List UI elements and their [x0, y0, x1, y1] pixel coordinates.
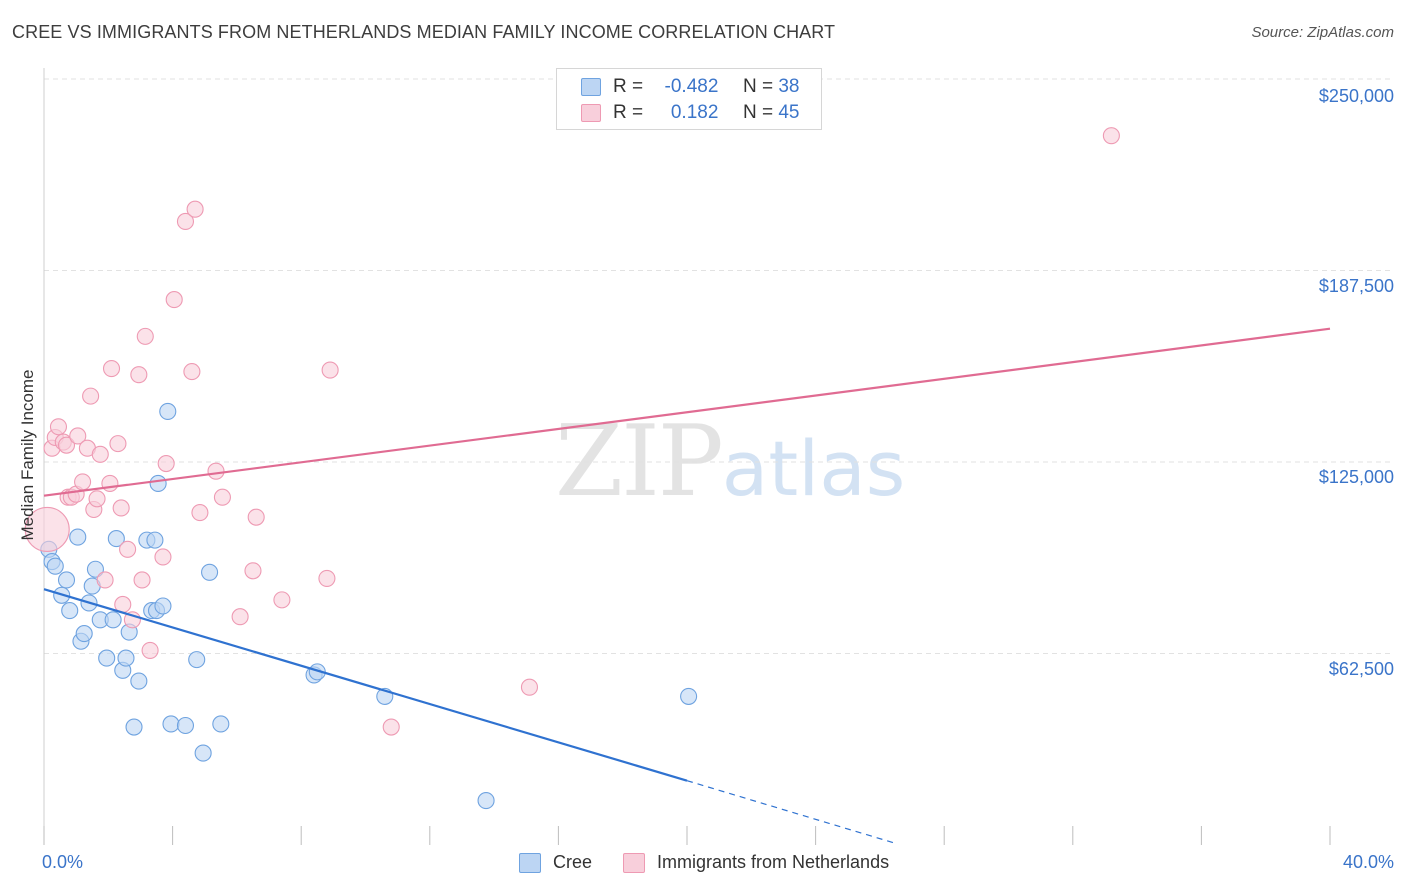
- netherlands-point: [24, 506, 70, 552]
- netherlands-point: [186, 200, 204, 218]
- cree-point: [146, 531, 164, 549]
- cree-point: [212, 715, 230, 733]
- netherlands-point: [273, 591, 291, 609]
- netherlands-point: [213, 488, 231, 506]
- netherlands-point: [136, 327, 154, 345]
- legend-r-label: R =: [613, 102, 644, 123]
- netherlands-point: [207, 462, 225, 480]
- netherlands-point: [176, 212, 195, 231]
- netherlands-point: [318, 569, 336, 587]
- netherlands-point: [183, 363, 201, 381]
- netherlands-point: [101, 474, 119, 492]
- watermark: ZIPatlas: [555, 405, 905, 519]
- legend-netherlands-n: 45: [778, 102, 800, 123]
- cree-point: [194, 744, 212, 762]
- cree-point: [98, 649, 116, 667]
- bottom-legend-swatch-cree: [519, 853, 541, 873]
- netherlands-point: [244, 562, 262, 580]
- cree-point: [46, 557, 64, 575]
- cree-point: [477, 792, 495, 810]
- netherlands-point: [102, 359, 121, 378]
- netherlands-point: [57, 436, 76, 454]
- legend-n-label: N =: [742, 76, 774, 97]
- cree-point: [130, 672, 148, 690]
- y-tick-label-125000: $125,000: [1318, 467, 1394, 487]
- legend-cree-r: -0.482: [664, 76, 719, 97]
- cree-point: [162, 715, 180, 733]
- netherlands-point: [112, 499, 130, 517]
- legend-cree-n: 38: [778, 76, 800, 97]
- cree-point: [107, 530, 125, 548]
- netherlands-trend-line: [43, 327, 1331, 497]
- cree-point: [57, 571, 76, 589]
- x-tick-label-max: 40.0%: [1342, 852, 1394, 872]
- cree-point: [149, 474, 167, 492]
- cree-point: [154, 597, 172, 615]
- cree-point: [75, 625, 93, 643]
- bottom-legend-swatch-netherlands: [623, 853, 645, 873]
- netherlands-point: [191, 504, 209, 522]
- bottom-legend-label-cree: Cree: [553, 852, 593, 872]
- watermark-atlas: atlas: [721, 424, 906, 513]
- cree-point: [176, 716, 195, 735]
- cree-point: [104, 611, 122, 629]
- netherlands-point: [231, 608, 249, 626]
- netherlands-point: [165, 291, 183, 309]
- cree-point: [125, 718, 143, 736]
- cree-trend-line: [43, 588, 688, 782]
- legend-r-label: R =: [613, 76, 644, 97]
- y-axis-label: Median Family Income: [18, 369, 37, 541]
- netherlands-point: [133, 571, 151, 589]
- cree-point: [69, 528, 87, 546]
- legend-swatch-cree: [581, 78, 601, 96]
- netherlands-point: [247, 508, 265, 526]
- netherlands-point: [1102, 127, 1120, 145]
- netherlands-point: [96, 571, 114, 589]
- netherlands-point: [382, 718, 400, 736]
- source-label: Source: ZipAtlas.com: [1251, 24, 1394, 41]
- netherlands-point: [157, 454, 175, 473]
- netherlands-point: [74, 473, 92, 491]
- cree-point: [159, 402, 177, 420]
- cree-point: [680, 687, 698, 705]
- cree-point: [201, 563, 219, 581]
- y-tick-label-62500: $62,500: [1328, 659, 1394, 679]
- chart-title: CREE VS IMMIGRANTS FROM NETHERLANDS MEDI…: [12, 22, 836, 42]
- netherlands-point: [321, 361, 339, 379]
- legend-swatch-netherlands: [581, 104, 601, 122]
- netherlands-point: [49, 418, 68, 436]
- netherlands-point: [130, 366, 148, 384]
- netherlands-point: [91, 445, 109, 463]
- netherlands-point: [141, 641, 159, 659]
- cree-point: [86, 560, 104, 578]
- netherlands-point: [109, 435, 127, 453]
- bottom-legend-label-netherlands: Immigrants from Netherlands: [657, 852, 890, 872]
- cree-trend-extension: [686, 780, 897, 845]
- netherlands-point: [154, 548, 172, 566]
- netherlands-point: [69, 427, 87, 445]
- y-tick-label-250000: $250,000: [1318, 86, 1394, 106]
- x-tick-label-min: 0.0%: [42, 852, 84, 872]
- cree-point: [61, 602, 79, 620]
- netherlands-point: [82, 387, 100, 405]
- y-tick-label-187500: $187,500: [1318, 276, 1394, 296]
- netherlands-point: [119, 540, 137, 558]
- correlation-legend: R = -0.482 N = 38 R = 0.182 N = 45: [556, 68, 822, 130]
- legend-netherlands-r: 0.182: [670, 102, 719, 123]
- netherlands-point: [88, 490, 106, 508]
- cree-point: [188, 651, 206, 669]
- cree-point: [117, 649, 135, 667]
- legend-n-label: N =: [742, 102, 774, 123]
- netherlands-point: [520, 678, 539, 696]
